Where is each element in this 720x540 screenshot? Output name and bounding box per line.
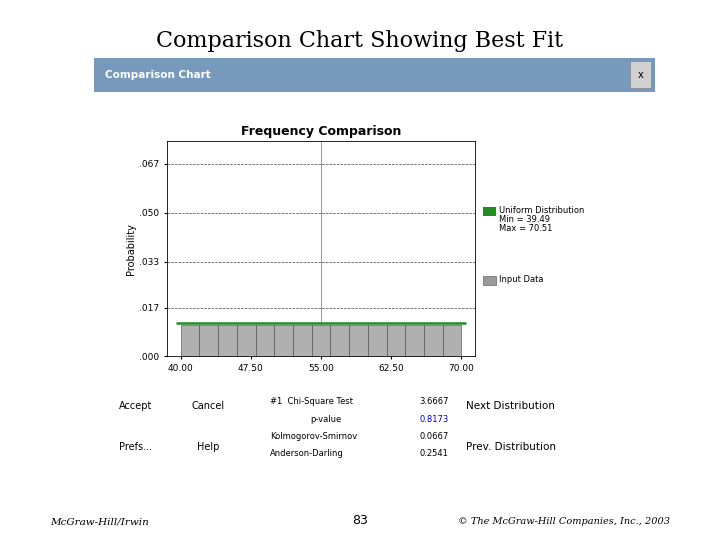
Bar — [274, 325, 293, 356]
Text: p-value: p-value — [311, 415, 342, 424]
Text: Next Distribution: Next Distribution — [467, 401, 555, 410]
Text: Comparison Chart: Comparison Chart — [105, 70, 210, 80]
Text: 0.0667: 0.0667 — [420, 431, 449, 441]
Bar — [330, 325, 349, 356]
Bar — [405, 325, 424, 356]
Text: x: x — [638, 70, 644, 80]
Text: Comparison Chart Showing Best Fit: Comparison Chart Showing Best Fit — [156, 30, 564, 52]
Bar — [349, 325, 368, 356]
Bar — [424, 325, 443, 356]
Bar — [368, 325, 387, 356]
Text: Anderson-Darling: Anderson-Darling — [270, 449, 343, 458]
Bar — [293, 325, 312, 356]
Text: 0.2541: 0.2541 — [420, 449, 449, 458]
Text: Kolmogorov-Smirnov: Kolmogorov-Smirnov — [270, 431, 357, 441]
Text: © The McGraw-Hill Companies, Inc., 2003: © The McGraw-Hill Companies, Inc., 2003 — [458, 517, 670, 526]
Bar — [256, 325, 274, 356]
Bar — [218, 325, 237, 356]
Text: Input Data: Input Data — [498, 275, 543, 285]
Text: Uniform Distribution: Uniform Distribution — [498, 206, 584, 215]
Bar — [199, 325, 218, 356]
Bar — [387, 325, 405, 356]
Text: Accept: Accept — [119, 401, 152, 410]
Text: Cancel: Cancel — [192, 401, 225, 410]
Y-axis label: Probability: Probability — [126, 222, 136, 275]
Text: Help: Help — [197, 442, 220, 452]
Text: McGraw-Hill/Irwin: McGraw-Hill/Irwin — [50, 517, 149, 526]
Text: 83: 83 — [352, 514, 368, 526]
Text: 0.8173: 0.8173 — [420, 415, 449, 424]
Text: Prefs...: Prefs... — [119, 442, 152, 452]
Title: Frequency Comparison: Frequency Comparison — [241, 125, 401, 138]
Bar — [443, 325, 462, 356]
Bar — [94, 58, 655, 92]
Text: 3.6667: 3.6667 — [419, 396, 449, 406]
Bar — [630, 61, 652, 89]
Bar — [312, 325, 330, 356]
Text: #1  Chi-Square Test: #1 Chi-Square Test — [270, 396, 353, 406]
Text: Max = 70.51: Max = 70.51 — [498, 224, 552, 233]
Bar — [237, 325, 256, 356]
Text: Prev. Distribution: Prev. Distribution — [466, 442, 556, 452]
Text: Min = 39.49: Min = 39.49 — [498, 215, 549, 224]
Bar — [181, 325, 199, 356]
